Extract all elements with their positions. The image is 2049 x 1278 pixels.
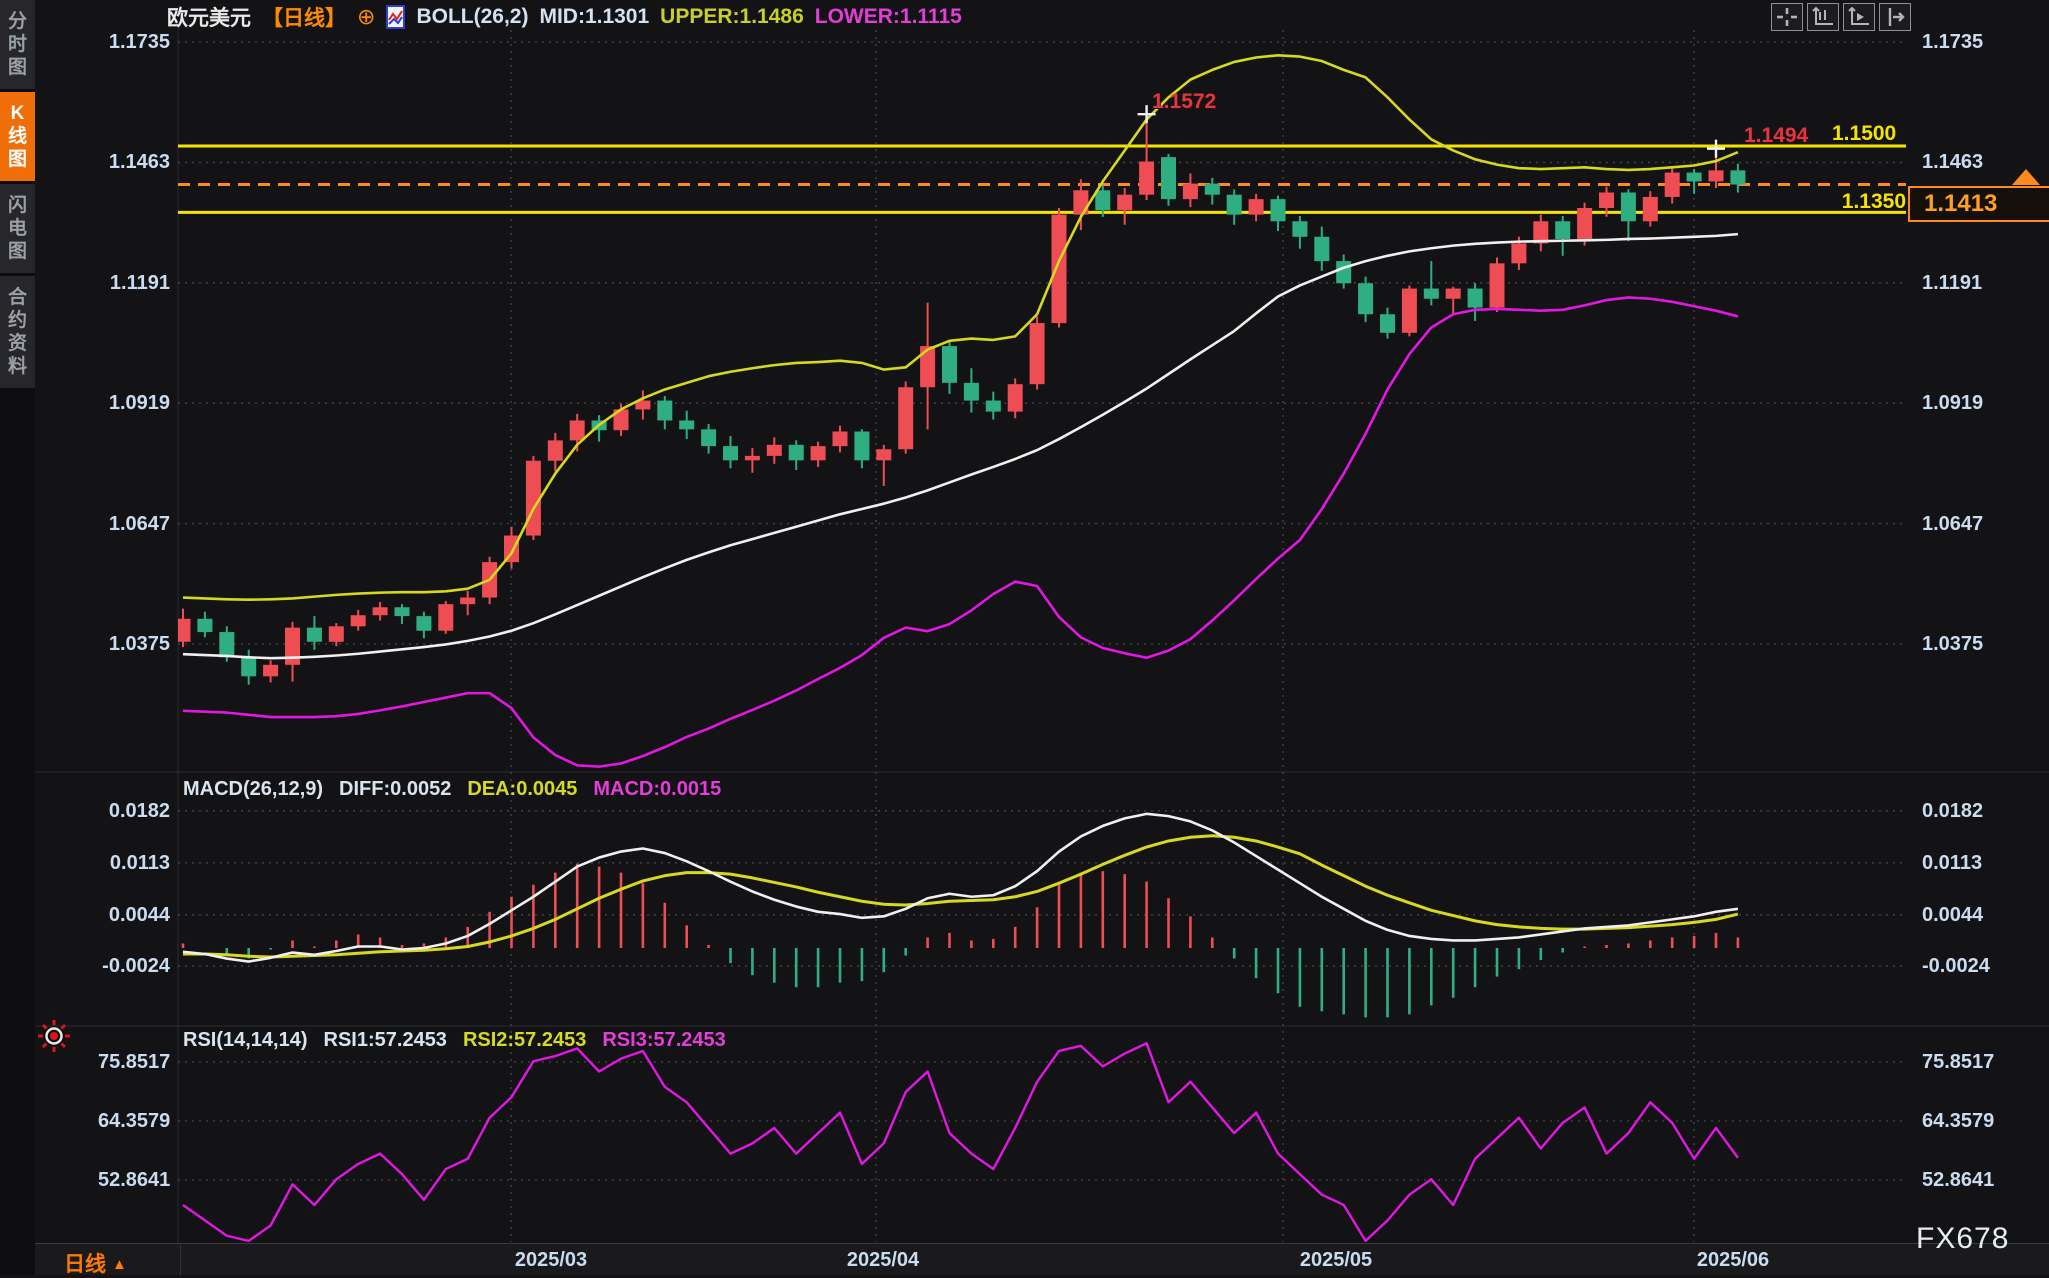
boll-upper-readout: UPPER:1.1486: [660, 5, 804, 28]
rsi-panel-header: RSI(14,14,14) RSI1:57.2453 RSI2:57.2453 …: [183, 1029, 726, 1052]
macd-axis-tick: -0.0024: [102, 955, 170, 978]
chart-header: 欧元美元 【日线】 ⊕ BOLL(26,2) MID:1.1301 UPPER:…: [167, 3, 962, 31]
sidebar-item-lightning-chart[interactable]: 闪电图: [0, 184, 35, 273]
sidebar-item-contract-info[interactable]: 合约资料: [0, 276, 35, 388]
swing-high-label: 1.1572: [1152, 90, 1217, 113]
rsi-axis-tick: 64.3579: [1922, 1110, 1995, 1132]
resistance-level-label: 1.1500: [1832, 122, 1897, 145]
price-axis-tick: 1.1463: [1922, 151, 1984, 174]
rsi1-readout: RSI1:57.2453: [323, 1029, 447, 1051]
macd-dea-readout: DEA:0.0045: [467, 778, 578, 800]
rsi3-readout: RSI3:57.2453: [602, 1029, 726, 1051]
chart-type-sidebar: 分时图 K线图 闪电图 合约资料: [0, 0, 35, 1275]
boll-mid-readout: MID:1.1301: [539, 5, 650, 28]
watermark: FX678: [1916, 1222, 2010, 1255]
price-axis-tick: 1.1735: [1922, 31, 1984, 53]
price-axis-tick: 1.1191: [109, 271, 170, 294]
macd-diff-readout: DIFF:0.0052: [339, 778, 452, 800]
price-axis-tick: 1.0919: [108, 392, 170, 415]
scale-axis-right-icon[interactable]: [1843, 3, 1875, 31]
rsi-axis-tick: 52.8641: [98, 1169, 171, 1191]
date-axis-label: 2025/06: [1696, 1249, 1770, 1271]
price-axis-tick: 1.0375: [1922, 633, 1984, 655]
rsi2-readout: RSI2:57.2453: [462, 1029, 587, 1051]
price-axis-tick: 1.1735: [108, 31, 170, 53]
rsi-axis-tick: 75.8517: [1922, 1051, 1995, 1073]
macd-axis-tick: 0.0044: [1922, 903, 1984, 926]
last-price-tag: 1.1413: [1908, 186, 2049, 222]
live-indicator-icon: [37, 1019, 71, 1058]
price-axis-tick: 1.0647: [1922, 512, 1984, 535]
chart-toolbar: [1771, 3, 1911, 31]
macd-axis-tick: 0.0113: [1922, 851, 1983, 874]
macd-axis-tick: 0.0113: [109, 851, 170, 874]
macd-axis-tick: -0.0024: [1922, 955, 1990, 978]
boll-params-label: BOLL(26,2): [416, 5, 529, 28]
price-axis-tick: 1.0919: [1922, 392, 1984, 415]
date-axis-label: 2025/05: [1299, 1249, 1373, 1271]
price-up-arrow-icon: [2012, 169, 2040, 185]
boll-lower-readout: LOWER:1.1115: [814, 5, 962, 28]
period-selector[interactable]: 日线 ▲: [64, 1253, 127, 1276]
rsi-axis-tick: 52.8641: [1922, 1169, 1995, 1191]
recent-high-label: 1.1494: [1744, 124, 1809, 147]
price-axis-tick: 1.1463: [108, 151, 170, 174]
period-tag[interactable]: 【日线】: [262, 7, 346, 30]
rsi-params-label: RSI(14,14,14): [183, 1029, 308, 1051]
date-axis-label: 2025/04: [846, 1249, 920, 1271]
rsi-axis-tick: 75.8517: [98, 1051, 171, 1073]
shift-right-icon[interactable]: [1879, 3, 1911, 31]
scale-axis-left-icon[interactable]: [1807, 3, 1839, 31]
macd-axis-tick: 0.0182: [1922, 799, 1984, 822]
macd-axis-tick: 0.0182: [108, 799, 170, 822]
date-axis-label: 2025/03: [514, 1249, 588, 1271]
support-level-label: 1.1350: [1841, 190, 1906, 213]
macd-hist-readout: MACD:0.0015: [593, 778, 722, 800]
period-up-arrow-icon: ▲: [112, 1256, 127, 1273]
pan-crosshair-icon[interactable]: [1771, 3, 1803, 31]
symbol-title: 欧元美元: [167, 7, 251, 30]
sidebar-item-time-chart[interactable]: 分时图: [0, 0, 35, 89]
sidebar-item-kline-chart[interactable]: K线图: [0, 92, 35, 181]
boll-indicator-icon: [386, 5, 406, 29]
rsi-axis-tick: 64.3579: [98, 1110, 171, 1132]
price-axis-tick: 1.0375: [108, 633, 170, 655]
macd-panel-header: MACD(26,12,9) DIFF:0.0052 DEA:0.0045 MAC…: [183, 778, 721, 801]
add-indicator-icon[interactable]: ⊕: [357, 4, 376, 29]
price-axis-tick: 1.1191: [1922, 271, 1983, 294]
bottom-bar: [35, 1243, 2049, 1275]
bottom-bar-divider: [180, 1243, 181, 1275]
price-axis-tick: 1.0647: [108, 512, 170, 535]
macd-params-label: MACD(26,12,9): [183, 778, 324, 800]
macd-axis-tick: 0.0044: [108, 903, 170, 926]
